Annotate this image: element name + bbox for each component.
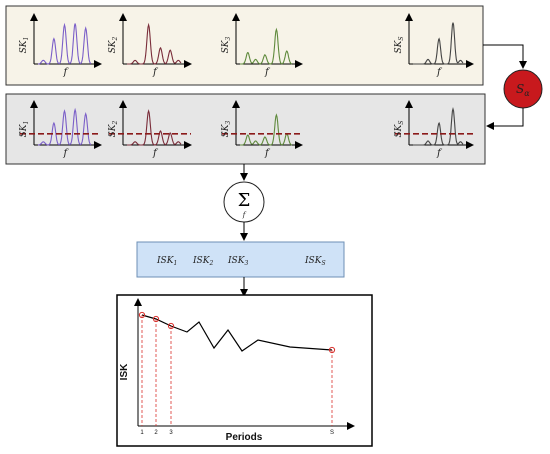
bottom-plot-3-xlabel: f — [264, 148, 271, 159]
bottom-plot-3-ylabel: SK3 — [221, 120, 232, 137]
top-plot-4: SKS f — [394, 13, 474, 78]
isk-label-3: ISK3 — [227, 256, 248, 267]
chart-x-label: Periods — [226, 432, 263, 443]
isk-tick-1: 1 — [140, 430, 144, 436]
top-plot-4-ylabel: SKS — [394, 36, 405, 53]
isk-tick-2: 2 — [154, 430, 158, 436]
top-plot-3-ylabel: SK3 — [221, 36, 232, 53]
top-plot-1-xlabel: f — [63, 67, 70, 78]
isk-label-1: ISK1 — [156, 256, 177, 267]
thresholded-spectra-panel — [5, 93, 486, 165]
isk-trend-line — [141, 314, 333, 352]
bottom-plot-2-ylabel: SK2 — [108, 120, 119, 137]
top-plot-4-spectrum — [413, 22, 464, 65]
top-plot-3: SK3 f — [221, 13, 303, 78]
top-plot-2: SK2 f — [108, 13, 192, 78]
top-plot-2-ylabel: SK2 — [108, 36, 119, 53]
spectra-panel — [5, 5, 484, 86]
arrow-from-threshold — [486, 108, 524, 130]
isk-tick-3: 3 — [169, 430, 173, 436]
top-plot-3-xlabel: f — [264, 67, 271, 78]
threshold-symbol: Sα — [516, 82, 530, 98]
arrow-to-threshold — [483, 44, 527, 69]
top-plot-2-spectrum — [127, 22, 182, 65]
bottom-plot-4-spectrum — [413, 106, 464, 146]
bottom-plot-4-xlabel: f — [436, 148, 443, 159]
bottom-plot-3-spectrum — [240, 113, 293, 146]
isk-marker-4 — [328, 346, 336, 354]
bottom-plot-2-xlabel: f — [152, 148, 159, 159]
top-plot-3-spectrum — [240, 27, 293, 65]
top-plot-1-ylabel: SK1 — [19, 37, 30, 54]
bottom-plot-1: SK1 f — [19, 100, 102, 159]
bottom-plot-4-ylabel: SKS — [394, 120, 405, 137]
isk-label-4: ISKS — [304, 256, 326, 267]
bottom-plot-4: SKS f — [394, 100, 474, 159]
isk-bar — [136, 241, 345, 278]
isk-chart-frame — [116, 294, 373, 447]
isk-marker-3 — [167, 322, 175, 330]
bottom-plot-1-xlabel: f — [63, 148, 70, 159]
isk-marker-2 — [152, 315, 160, 323]
bottom-plot-2-spectrum — [127, 109, 182, 146]
isk-tick-4: S — [330, 430, 334, 436]
sum-symbol: Σ — [238, 190, 251, 211]
top-plot-1: SK1 f — [19, 13, 102, 78]
bottom-plot-1-ylabel: SK1 — [19, 121, 30, 138]
isk-label-2: ISK2 — [192, 256, 213, 267]
bottom-plot-1-spectrum — [37, 107, 92, 146]
isk-marker-1 — [138, 311, 146, 319]
bottom-plot-3: SK3 f — [221, 100, 303, 159]
bottom-plot-2: SK2 f — [108, 100, 192, 159]
top-plot-1-spectrum — [37, 22, 92, 65]
top-plot-2-xlabel: f — [152, 67, 159, 78]
top-plot-4-xlabel: f — [436, 67, 443, 78]
chart-y-label: ISK — [119, 363, 130, 380]
sum-subscript: f — [242, 211, 247, 219]
